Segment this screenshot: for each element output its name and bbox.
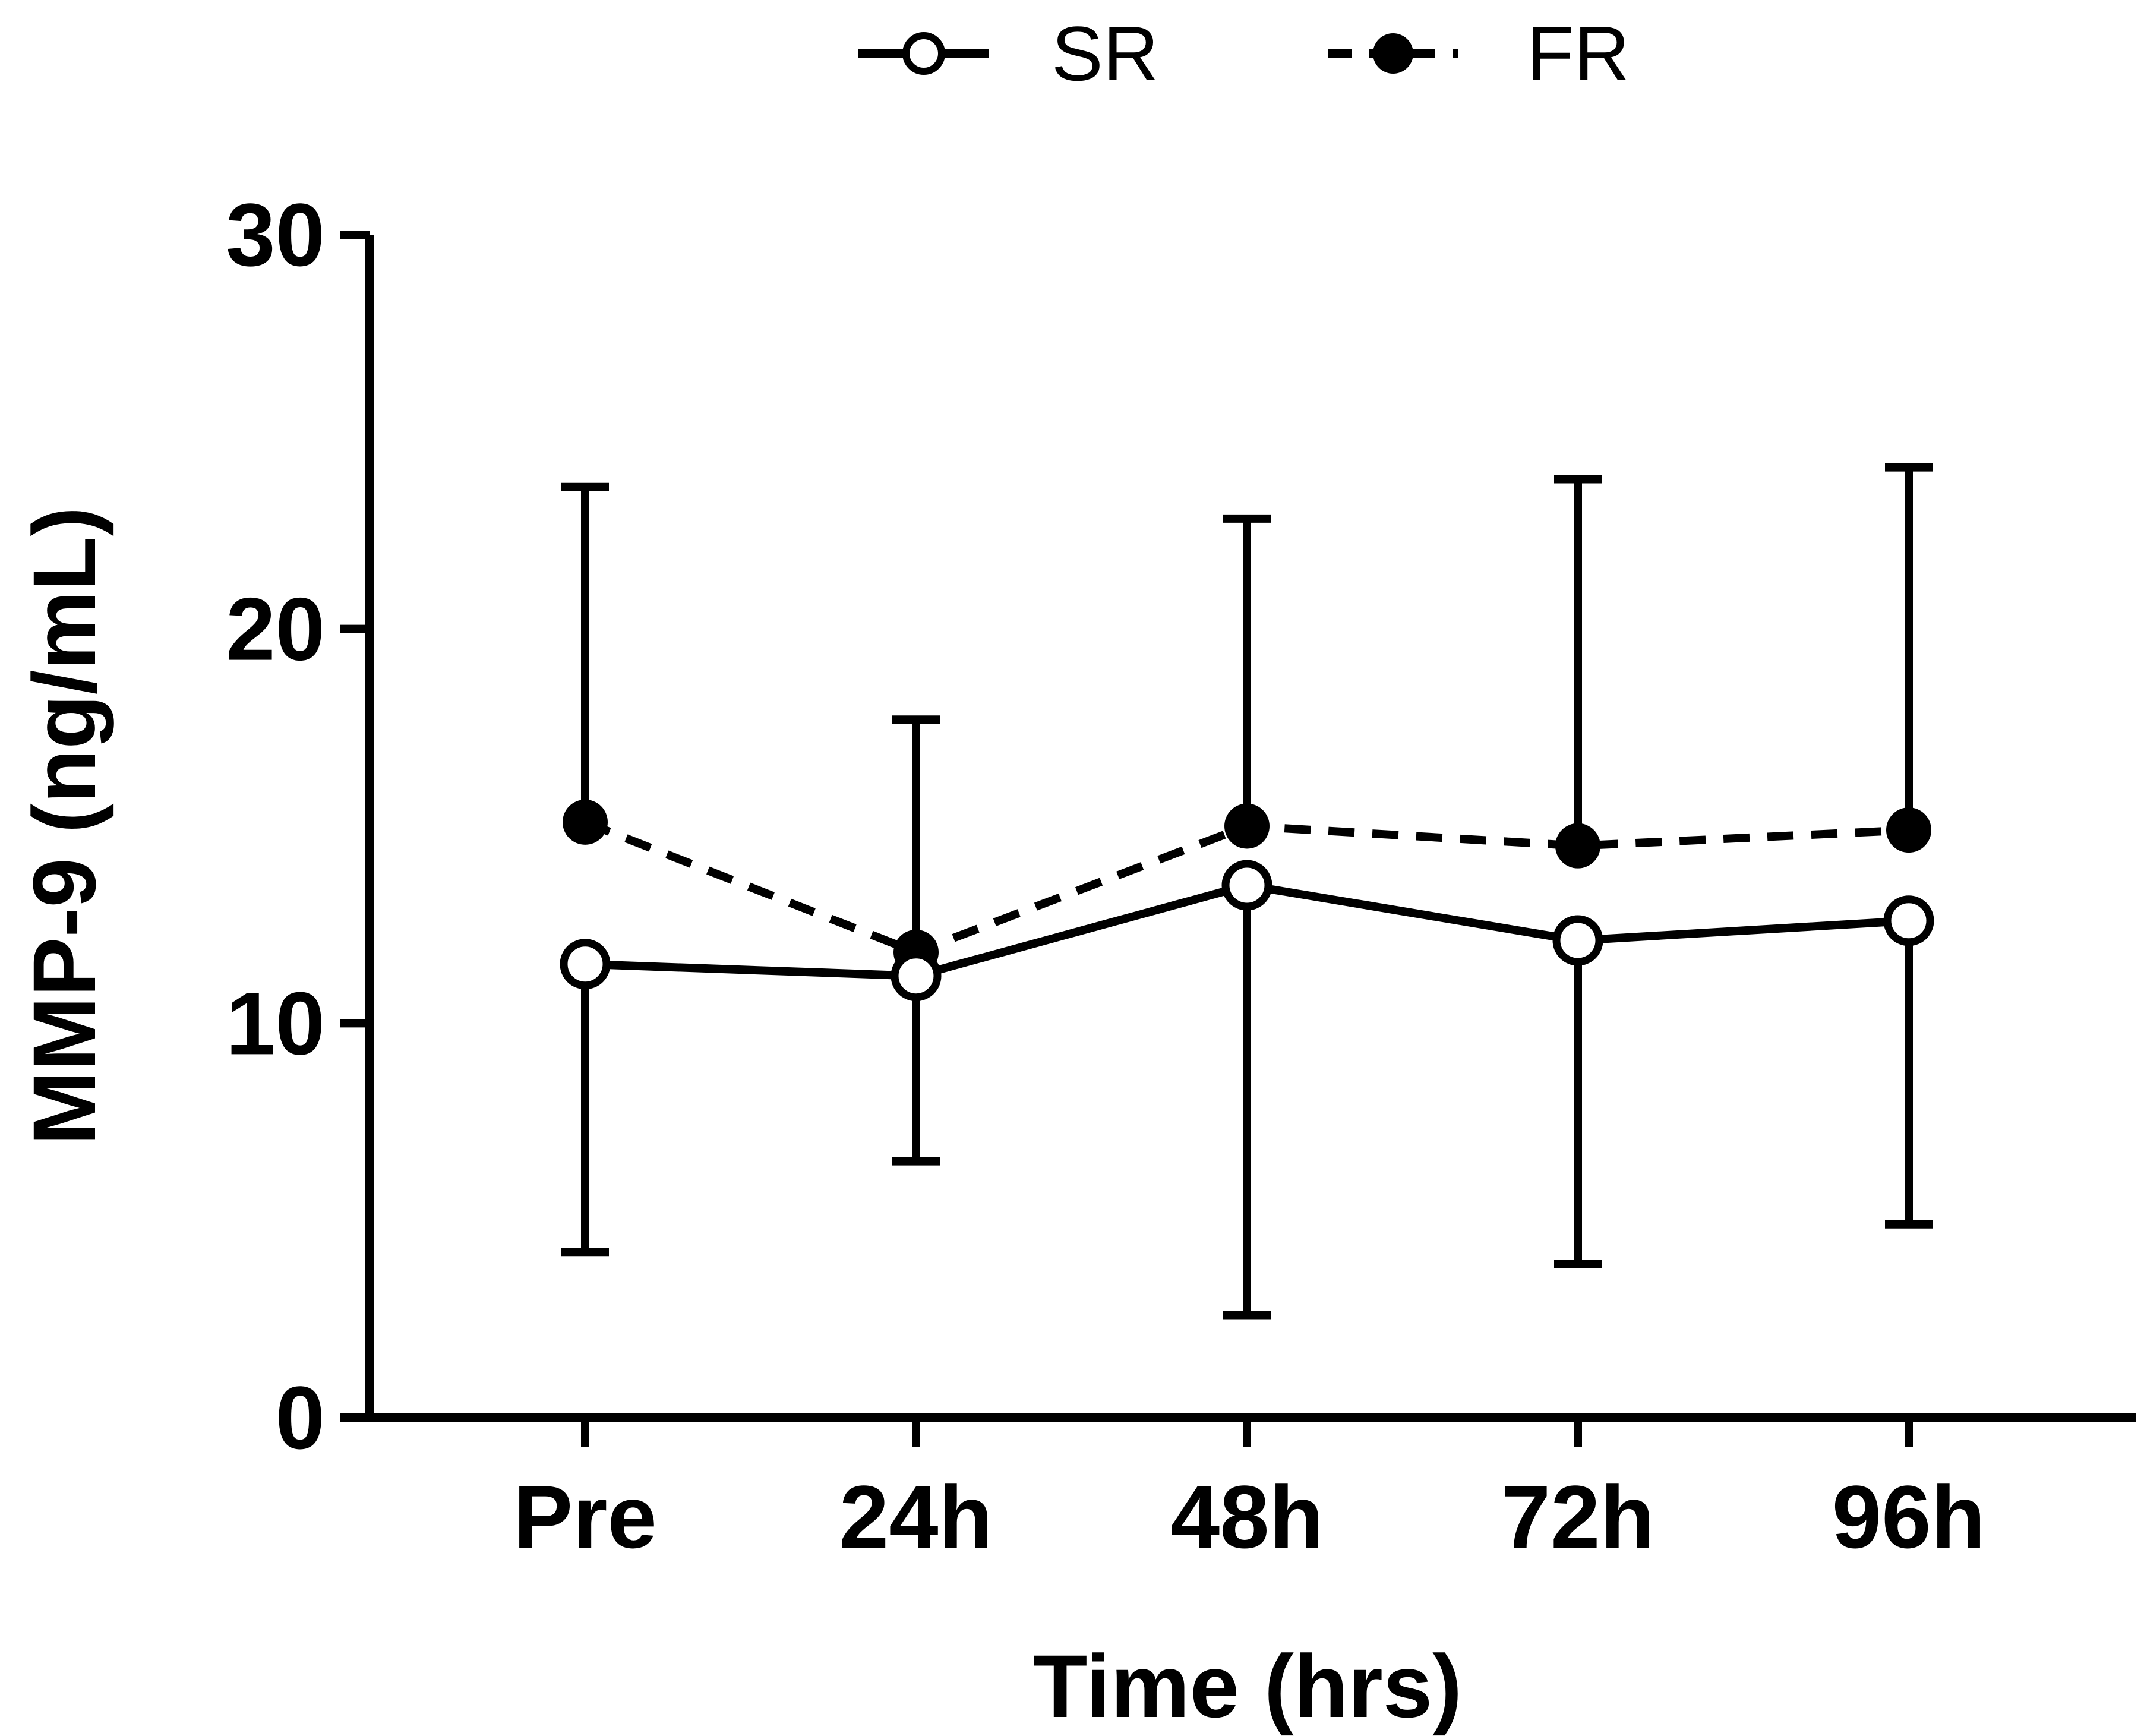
x-tick-label-48h: 48h — [1170, 1467, 1324, 1567]
sr-point-96h — [1883, 895, 1934, 946]
x-ticks: Pre 24h 48h 72h 96h — [513, 1418, 1985, 1567]
x-tick-label-24h: 24h — [839, 1467, 993, 1567]
y-axis-title: MMP-9 (ng/mL) — [14, 507, 114, 1145]
fr-point-Pre — [563, 799, 608, 845]
sr-point-48h — [1221, 860, 1272, 911]
legend-label-fr: FR — [1527, 10, 1630, 97]
sr-point-Pre — [560, 939, 611, 990]
legend-label-sr: SR — [1052, 10, 1159, 97]
x-tick-label-72h: 72h — [1501, 1467, 1654, 1567]
fr-point-48h — [1224, 803, 1270, 849]
series-markers — [560, 799, 1934, 1002]
sr-point-72h — [1552, 915, 1603, 966]
error-bars — [561, 463, 1933, 1320]
legend-marker-sr — [902, 32, 945, 75]
y-tick-label-0: 0 — [276, 1368, 325, 1467]
y-ticks: 0 10 20 30 — [226, 185, 370, 1467]
fr-point-96h — [1886, 807, 1931, 853]
y-tick-label-30: 30 — [226, 185, 325, 285]
legend: SR FR — [858, 10, 1630, 97]
x-tick-label-Pre: Pre — [513, 1467, 657, 1567]
sr-point-24h — [891, 951, 942, 1002]
x-axis-title: Time (hrs) — [1033, 1636, 1462, 1736]
fr-point-72h — [1555, 823, 1600, 869]
legend-marker-fr — [1373, 33, 1413, 74]
y-tick-label-10: 10 — [226, 973, 325, 1073]
y-tick-label-20: 20 — [226, 579, 325, 679]
x-tick-label-96h: 96h — [1832, 1467, 1985, 1567]
